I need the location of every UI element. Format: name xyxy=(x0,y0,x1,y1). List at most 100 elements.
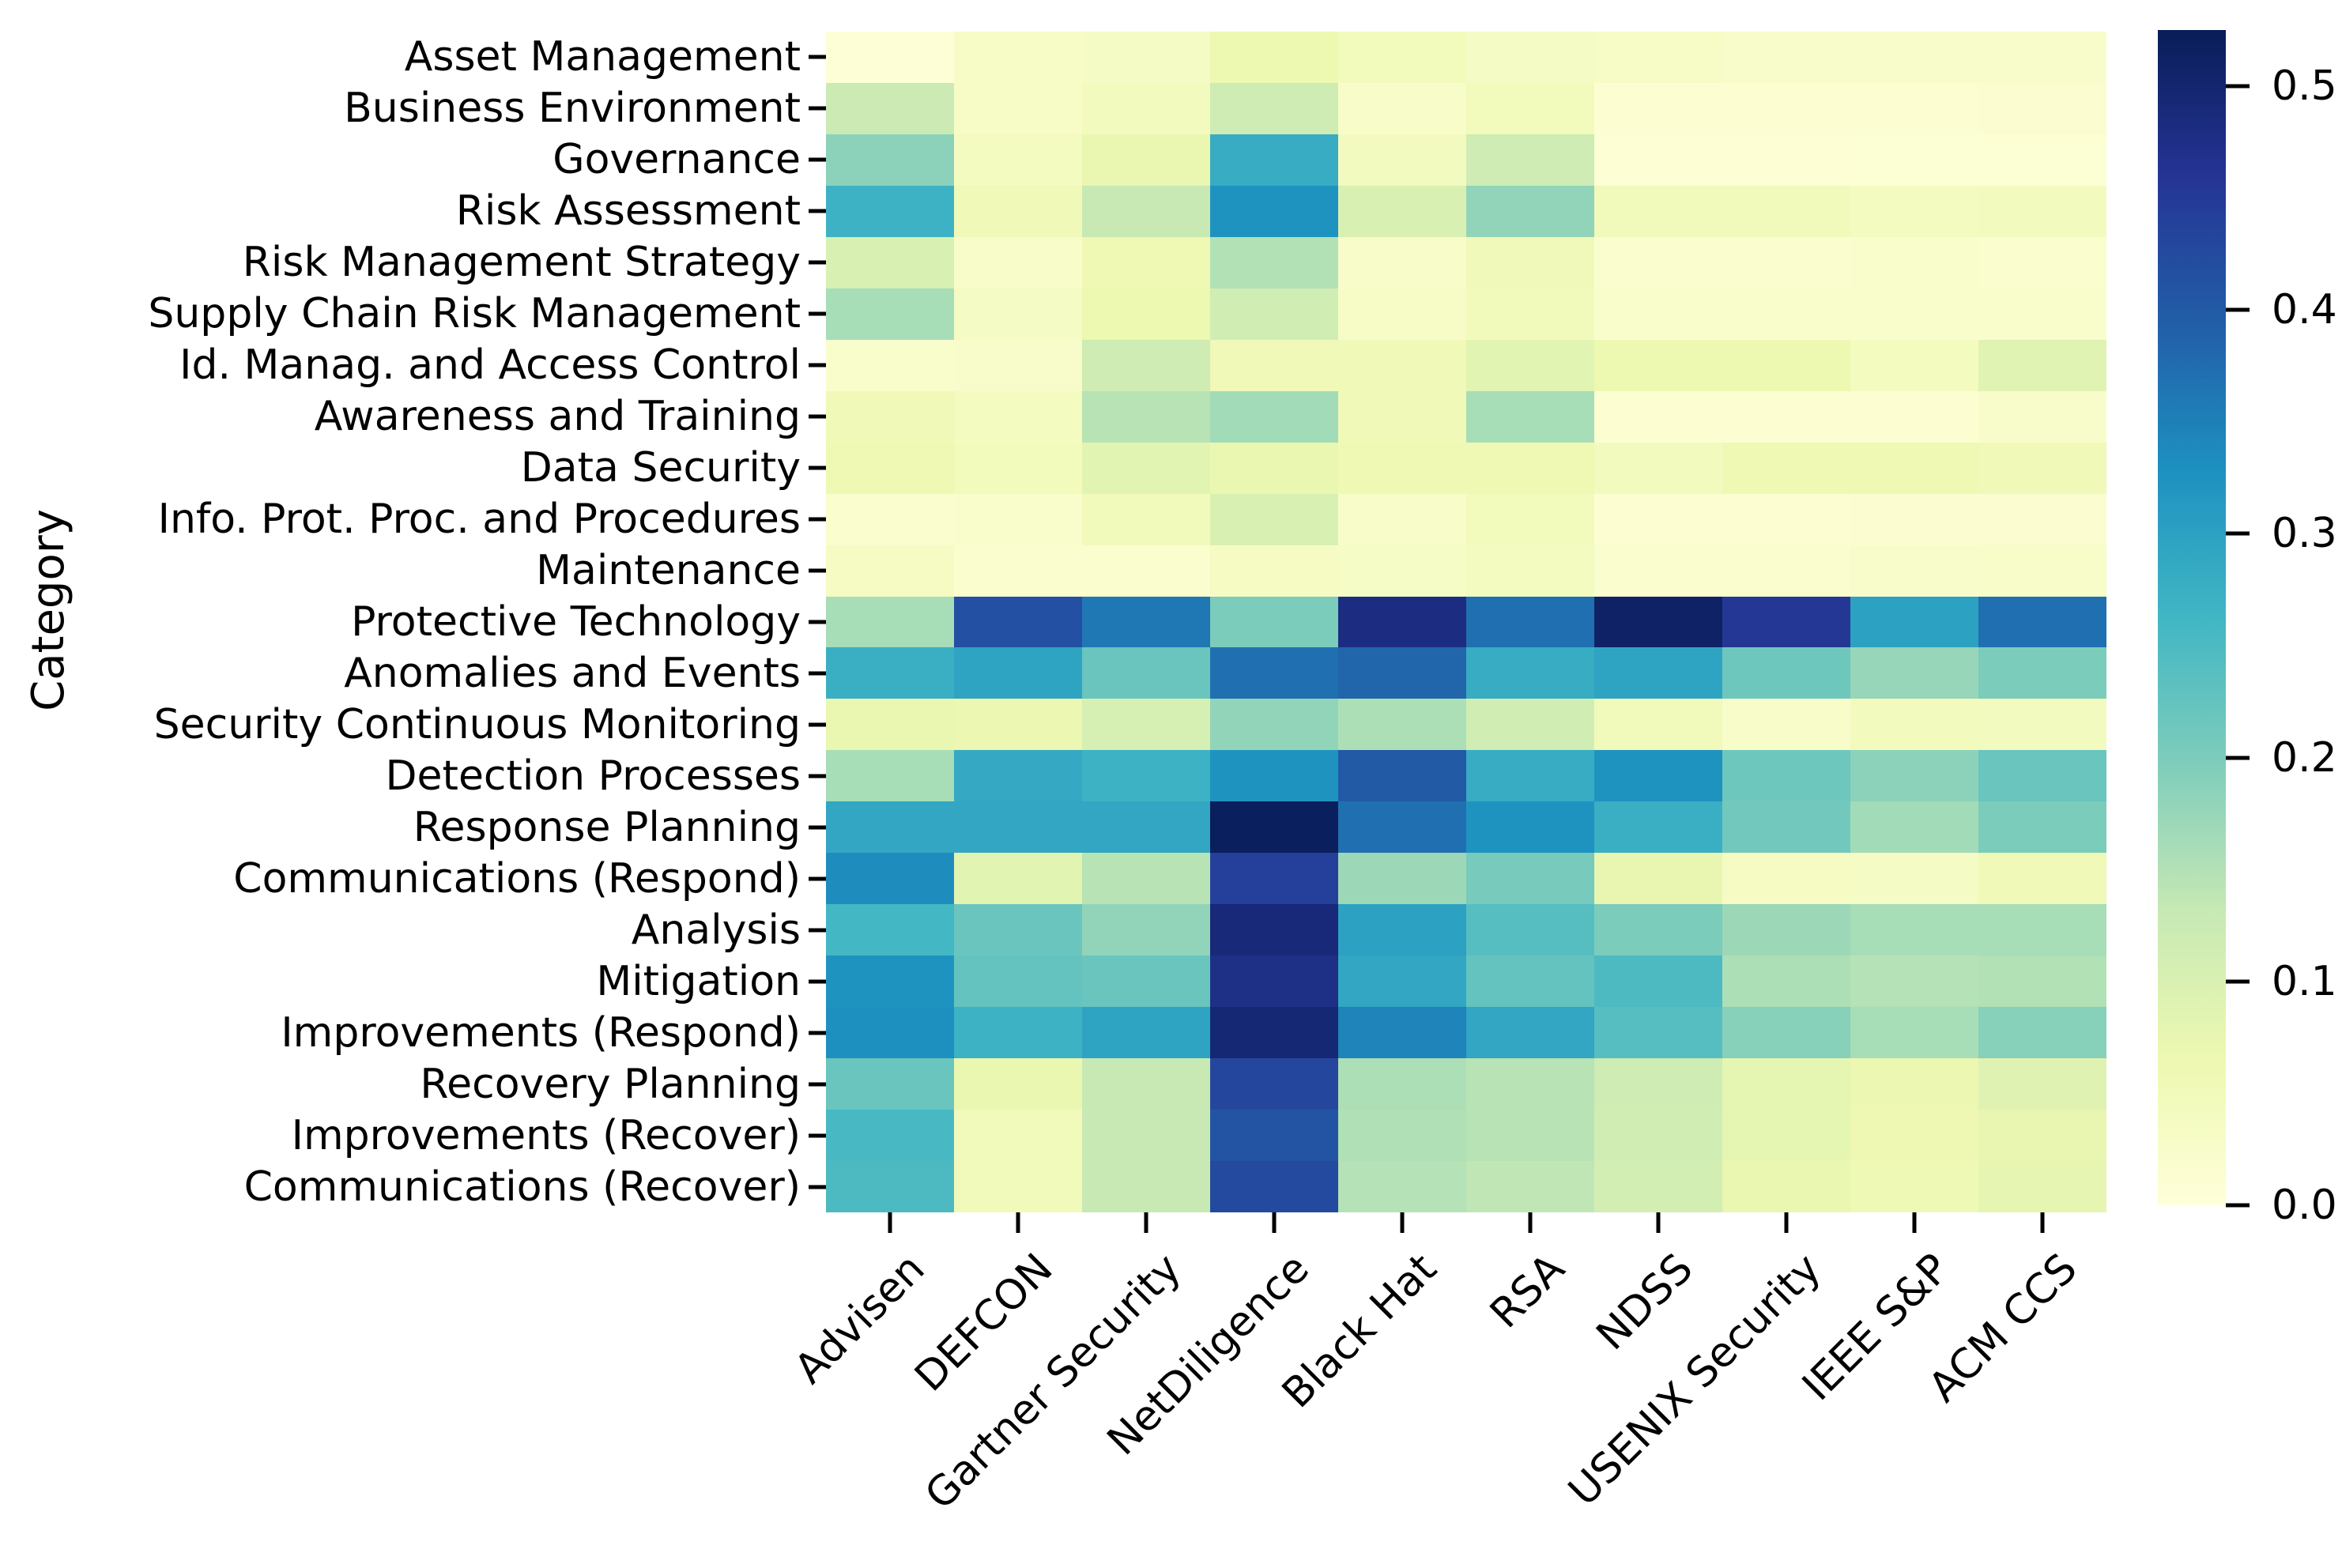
heatmap-cell xyxy=(826,904,954,956)
heatmap-cell xyxy=(1850,493,1978,545)
heatmap-cell xyxy=(1594,545,1722,597)
heatmap-cell xyxy=(1978,339,2106,391)
heatmap-cell xyxy=(954,1110,1082,1162)
heatmap-cell xyxy=(1210,236,1338,288)
heatmap-cell xyxy=(954,288,1082,340)
y-tick-mark xyxy=(809,466,826,470)
heatmap-cell xyxy=(1466,699,1594,751)
heatmap-cell xyxy=(1594,134,1722,186)
colorbar-tick-label: 0.4 xyxy=(2272,286,2337,334)
x-tick-mark xyxy=(1144,1212,1148,1233)
y-tick-label: Communications (Respond) xyxy=(233,854,801,903)
heatmap-cell xyxy=(1978,493,2106,545)
x-tick-mark xyxy=(1912,1212,1917,1233)
heatmap-cell xyxy=(1466,288,1594,340)
heatmap-cell xyxy=(1594,82,1722,134)
heatmap-cell xyxy=(826,1058,954,1110)
heatmap-cell xyxy=(1082,956,1210,1008)
colorbar-tick-label: 0.0 xyxy=(2272,1182,2337,1229)
heatmap-cell xyxy=(1850,339,1978,391)
heatmap-cell xyxy=(1978,288,2106,340)
y-tick-label: Improvements (Respond) xyxy=(281,1008,801,1057)
heatmap-cell xyxy=(1978,236,2106,288)
y-tick-label: Awareness and Training xyxy=(314,393,801,441)
heatmap-cell xyxy=(1338,1058,1466,1110)
heatmap-cell xyxy=(1850,442,1978,494)
heatmap-cell xyxy=(826,493,954,545)
heatmap-cell xyxy=(1082,1161,1210,1212)
heatmap-cell xyxy=(954,1058,1082,1110)
colorbar-tick-label: 0.1 xyxy=(2272,957,2337,1005)
heatmap-cell xyxy=(954,1007,1082,1059)
heatmap-cell xyxy=(1082,545,1210,597)
heatmap-cell xyxy=(1594,32,1722,83)
y-tick-label: Data Security xyxy=(520,444,801,492)
x-tick-mark xyxy=(1400,1212,1405,1233)
x-tick-mark xyxy=(1272,1212,1277,1233)
y-tick-mark xyxy=(809,979,826,984)
y-tick-mark xyxy=(809,55,826,59)
heatmap-cell xyxy=(954,853,1082,905)
y-tick-label: Supply Chain Risk Management xyxy=(148,290,801,338)
heatmap-cell xyxy=(1978,1007,2106,1059)
heatmap-cell xyxy=(1466,853,1594,905)
heatmap-cell xyxy=(1338,699,1466,751)
heatmap-cell xyxy=(1210,134,1338,186)
heatmap-cell xyxy=(1594,853,1722,905)
heatmap-cell xyxy=(1082,1007,1210,1059)
heatmap-cell xyxy=(1210,339,1338,391)
heatmap-cell xyxy=(826,288,954,340)
heatmap-cell xyxy=(1978,596,2106,648)
heatmap-cell xyxy=(1850,82,1978,134)
heatmap-cell xyxy=(1978,1110,2106,1162)
x-tick-mark xyxy=(888,1212,892,1233)
colorbar-tick-mark xyxy=(2226,531,2250,536)
heatmap-cell xyxy=(826,32,954,83)
heatmap-cell xyxy=(1594,1110,1722,1162)
heatmap-cell xyxy=(1594,1058,1722,1110)
y-tick-label: Recovery Planning xyxy=(420,1060,801,1108)
y-tick-label: Communications (Recover) xyxy=(243,1163,801,1211)
heatmap-cell xyxy=(1850,699,1978,751)
heatmap-cell xyxy=(1466,185,1594,237)
y-tick-mark xyxy=(809,722,826,727)
heatmap-cell xyxy=(1082,904,1210,956)
heatmap-cell xyxy=(1338,1007,1466,1059)
y-tick-label: Asset Management xyxy=(404,33,801,81)
heatmap-cell xyxy=(1722,699,1850,751)
heatmap-cell xyxy=(1082,1058,1210,1110)
colorbar-tick-mark xyxy=(2226,84,2250,89)
y-tick-label: Response Planning xyxy=(413,803,801,851)
colorbar-tick-label: 0.2 xyxy=(2272,733,2337,782)
heatmap-cell xyxy=(1210,596,1338,648)
heatmap-cell xyxy=(1978,904,2106,956)
heatmap-cell xyxy=(1338,339,1466,391)
heatmap-cell xyxy=(1082,442,1210,494)
heatmap-cell xyxy=(1850,1110,1978,1162)
y-tick-mark xyxy=(809,928,826,933)
heatmap-cell xyxy=(1594,339,1722,391)
heatmap-cell xyxy=(1594,801,1722,854)
heatmap-cell xyxy=(826,853,954,905)
heatmap-cell xyxy=(1594,442,1722,494)
heatmap-cell xyxy=(1978,1161,2106,1212)
y-tick-label: Maintenance xyxy=(536,547,801,595)
heatmap-cell xyxy=(1082,82,1210,134)
heatmap-cell xyxy=(1338,32,1466,83)
heatmap-cell xyxy=(1338,904,1466,956)
heatmap-cell xyxy=(1466,493,1594,545)
heatmap-cell xyxy=(1210,390,1338,443)
heatmap-cell xyxy=(1338,1161,1466,1212)
heatmap-cell xyxy=(1850,750,1978,802)
y-tick-mark xyxy=(809,209,826,213)
heatmap-cell xyxy=(1338,801,1466,854)
heatmap-cell xyxy=(1850,32,1978,83)
heatmap-cell xyxy=(1594,750,1722,802)
y-tick-mark xyxy=(809,157,826,162)
heatmap-cell xyxy=(1466,1161,1594,1212)
heatmap-cell xyxy=(1978,390,2106,443)
heatmap-cell xyxy=(1466,236,1594,288)
heatmap-cell xyxy=(1082,699,1210,751)
heatmap-cell xyxy=(826,750,954,802)
